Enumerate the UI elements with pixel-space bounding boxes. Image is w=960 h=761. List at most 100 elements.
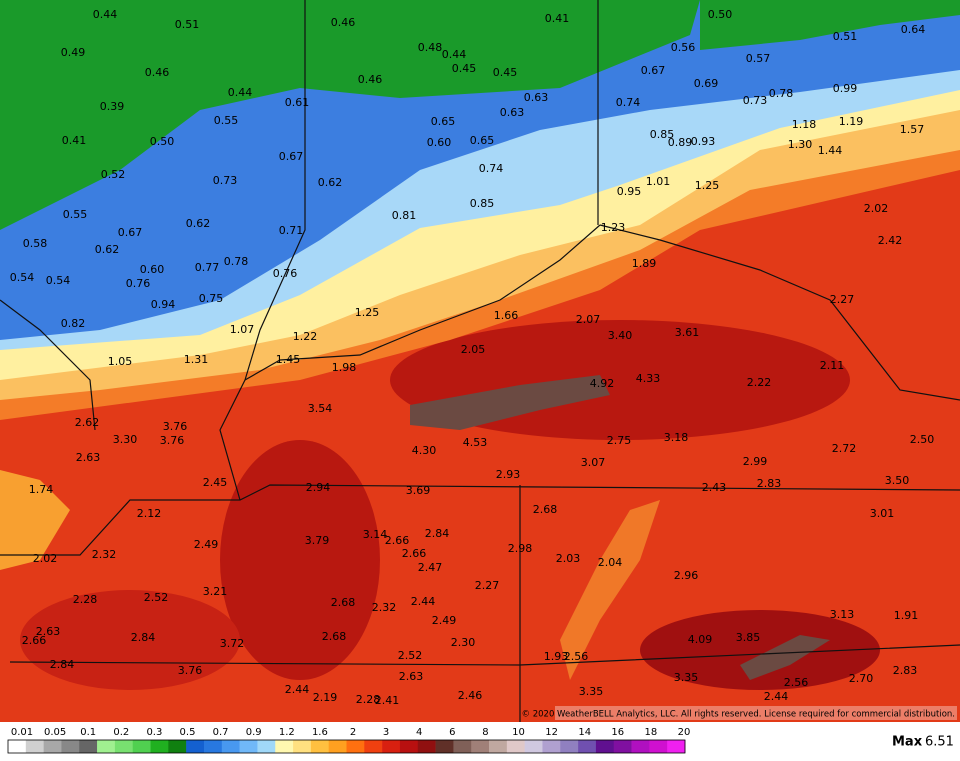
precip-value: 2.28 xyxy=(356,693,381,706)
precip-value: 4.09 xyxy=(688,633,713,646)
precip-value: 0.62 xyxy=(186,217,211,230)
precip-value: 3.76 xyxy=(163,420,188,433)
colorbar-swatch xyxy=(667,740,686,753)
precip-value: 1.18 xyxy=(792,118,817,131)
precip-value: 3.76 xyxy=(160,434,185,447)
precip-value: 3.18 xyxy=(664,431,689,444)
precip-value: 2.70 xyxy=(849,672,874,685)
precip-value: 1.93 xyxy=(544,650,569,663)
colorbar-tick: 0.05 xyxy=(44,727,66,738)
precip-value: 2.27 xyxy=(830,293,855,306)
precip-value: 1.07 xyxy=(230,323,255,336)
field-brown xyxy=(740,635,830,680)
precip-value: 0.48 xyxy=(418,41,443,54)
precip-value: 0.46 xyxy=(358,73,383,86)
precip-value: 0.73 xyxy=(213,174,238,187)
precip-value: 2.27 xyxy=(475,579,500,592)
field-green xyxy=(700,0,960,50)
precip-value: 0.75 xyxy=(199,292,224,305)
colorbar-tick: 12 xyxy=(545,727,558,738)
precip-value: 0.45 xyxy=(493,66,518,79)
precip-value: 2.49 xyxy=(194,538,219,551)
precip-value: 3.01 xyxy=(870,507,895,520)
precip-value: 0.73 xyxy=(743,94,768,107)
precip-value: 2.49 xyxy=(432,614,457,627)
colorbar-swatch xyxy=(649,740,668,753)
precip-value: 2.96 xyxy=(674,569,699,582)
precip-value: 1.91 xyxy=(894,609,919,622)
precip-value: 1.01 xyxy=(646,175,671,188)
colorbar-swatch xyxy=(471,740,490,753)
max-label: Max xyxy=(892,735,923,750)
precip-value: 0.69 xyxy=(694,77,719,90)
precip-value: 2.56 xyxy=(564,650,589,663)
precip-value: 0.93 xyxy=(691,135,716,148)
precip-value: 2.47 xyxy=(418,561,443,574)
precip-value: 0.85 xyxy=(650,128,675,141)
precip-value: 2.45 xyxy=(203,476,228,489)
precip-value: 2.99 xyxy=(743,455,768,468)
colorbar-swatch xyxy=(453,740,472,753)
precip-value: 0.54 xyxy=(46,274,71,287)
precip-value: 0.62 xyxy=(95,243,120,256)
precip-value: 2.04 xyxy=(598,556,623,569)
precip-value: 1.74 xyxy=(29,483,54,496)
precip-value: 0.54 xyxy=(10,271,35,284)
colorbar-swatch xyxy=(506,740,525,753)
colorbar-swatch xyxy=(399,740,419,753)
colorbar-swatch xyxy=(150,740,169,753)
colorbar-swatch xyxy=(613,740,632,753)
precip-value: 0.95 xyxy=(617,185,642,198)
precip-value: 0.46 xyxy=(331,16,356,29)
precip-value: 2.93 xyxy=(496,468,521,481)
precip-value: 2.75 xyxy=(607,434,632,447)
precip-value: 2.05 xyxy=(461,343,486,356)
colorbar-swatch xyxy=(578,740,597,753)
colorbar-tick: 0.1 xyxy=(80,727,96,738)
colorbar-tick: 0.3 xyxy=(146,727,162,738)
colorbar-tick: 0.9 xyxy=(246,727,262,738)
colorbar-swatch xyxy=(132,740,151,753)
colorbar-tick: 1.6 xyxy=(312,727,328,738)
precip-value: 2.50 xyxy=(910,433,935,446)
precip-value: 0.62 xyxy=(318,176,343,189)
colorbar-swatch xyxy=(221,740,240,753)
field-dark xyxy=(640,610,880,690)
precip-value: 0.77 xyxy=(195,261,220,274)
precip-value: 0.65 xyxy=(431,115,456,128)
precip-value: 1.23 xyxy=(601,221,626,234)
colorbar-swatch xyxy=(8,740,27,753)
colorbar-tick: 0.2 xyxy=(113,727,129,738)
precip-value: 0.67 xyxy=(118,226,143,239)
precip-value: 2.30 xyxy=(451,636,476,649)
precip-value: 0.55 xyxy=(214,114,239,127)
precip-value: 0.44 xyxy=(228,86,253,99)
colorbar-swatch xyxy=(435,740,454,753)
precip-value: 4.92 xyxy=(590,377,615,390)
precip-value: 3.72 xyxy=(220,637,245,650)
precip-value: 1.25 xyxy=(695,179,720,192)
colorbar-swatch xyxy=(346,740,365,753)
precip-value: 4.53 xyxy=(463,436,488,449)
field-dark xyxy=(220,440,380,680)
precip-value: 1.57 xyxy=(900,123,925,136)
precip-value: 0.78 xyxy=(224,255,249,268)
precip-value: 2.94 xyxy=(306,481,331,494)
precip-value: 2.66 xyxy=(402,547,427,560)
colorbar-swatch xyxy=(328,740,347,753)
precip-value: 2.98 xyxy=(508,542,533,555)
precip-value: 0.60 xyxy=(427,136,452,149)
field-orange xyxy=(0,470,70,570)
precip-value: 0.49 xyxy=(61,46,86,59)
copyright-bg xyxy=(555,706,957,720)
colorbar: 0.01 0.05 0.1 0.2 0.3 0.5 0.7 0.9 1.2 1.6 2 3 4 6 8 10 1… xyxy=(7,727,690,754)
colorbar-swatch xyxy=(293,740,312,753)
precip-value: 0.74 xyxy=(616,96,641,109)
precip-value: 2.52 xyxy=(398,649,423,662)
max-value: 6.51 xyxy=(925,735,954,750)
precip-value: 2.66 xyxy=(385,534,410,547)
colorbar-tick: 10 xyxy=(512,727,525,738)
precip-value: 2.66 xyxy=(22,634,47,647)
colorbar-swatch xyxy=(186,740,205,753)
